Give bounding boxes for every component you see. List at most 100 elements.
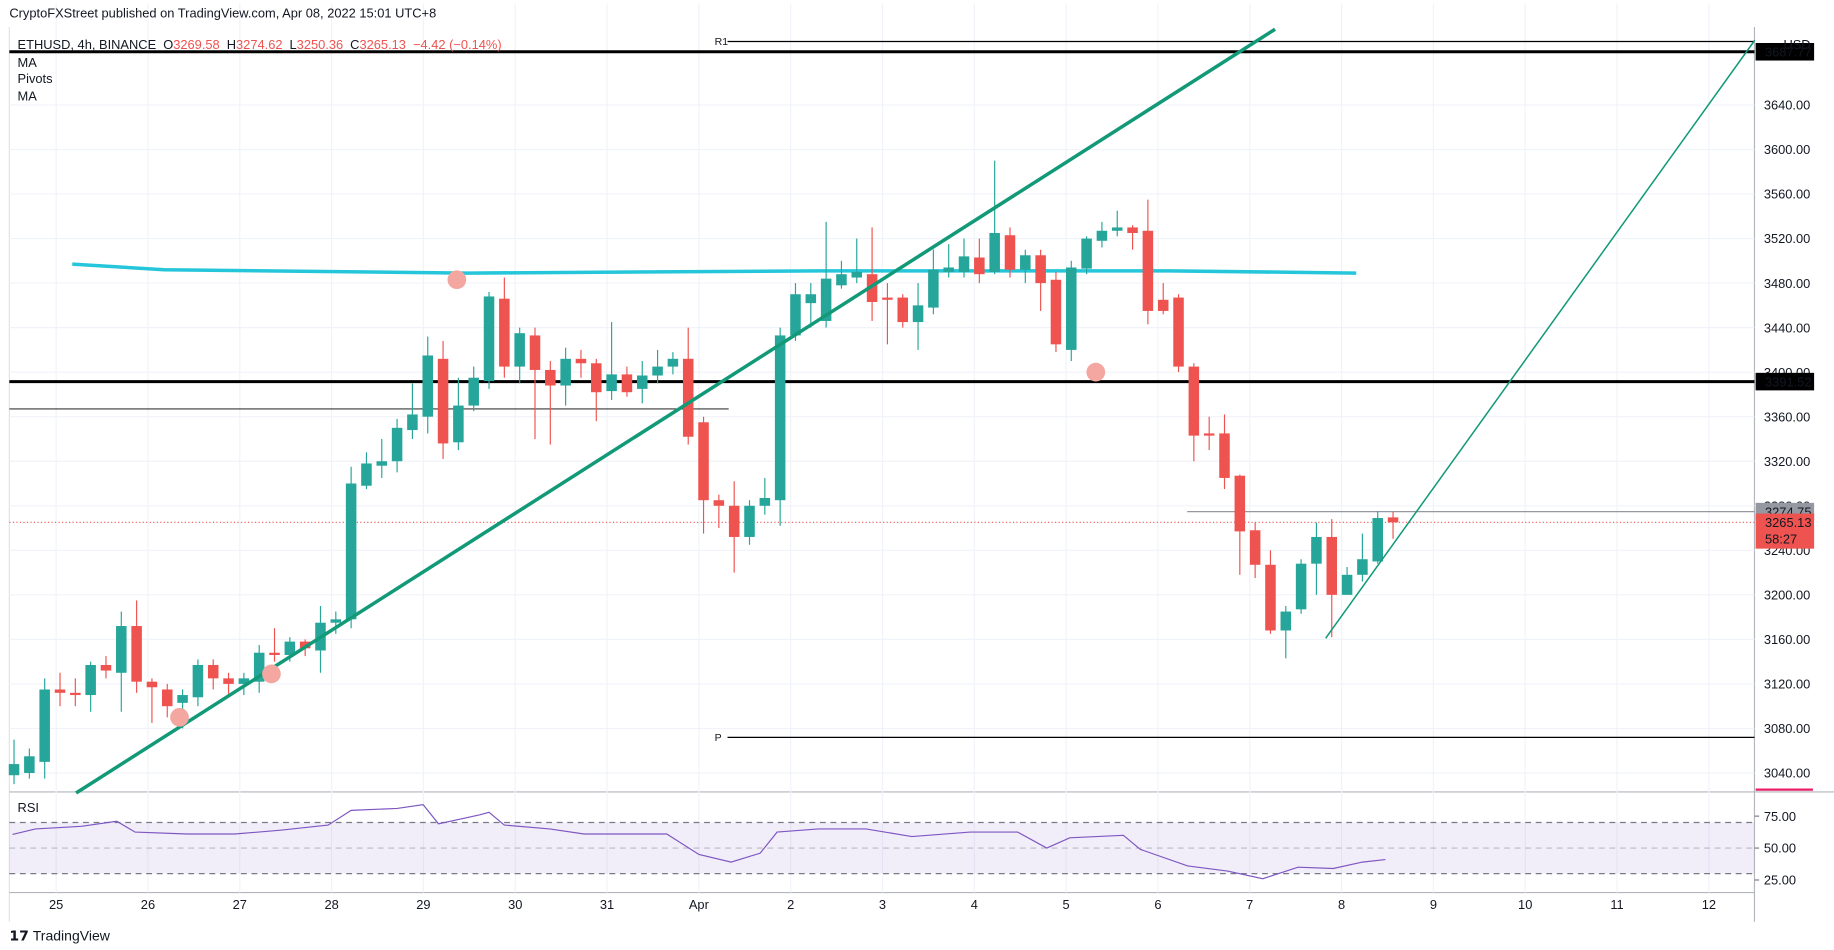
x-tick-label: 11 bbox=[1610, 897, 1623, 912]
candle-body bbox=[1035, 255, 1046, 284]
candle-body bbox=[1219, 433, 1230, 478]
candle-body bbox=[943, 267, 954, 272]
moving-average bbox=[72, 262, 1357, 275]
candle-body bbox=[330, 619, 342, 623]
candle-body bbox=[698, 422, 709, 501]
y-tick-label: 3520.00 bbox=[1764, 231, 1810, 246]
x-tick-label: 3 bbox=[879, 897, 886, 912]
candle-body bbox=[636, 375, 648, 389]
footer: TradingView bbox=[33, 928, 111, 944]
candle-body bbox=[1142, 230, 1154, 311]
candle-body bbox=[514, 333, 525, 367]
candle-body bbox=[1357, 559, 1368, 575]
candle-body bbox=[269, 652, 280, 655]
x-tick-label: 4 bbox=[971, 897, 978, 912]
x-tick-label: Apr bbox=[689, 897, 710, 912]
x-tick-label: 10 bbox=[1518, 897, 1532, 912]
x-tick-label: 27 bbox=[233, 897, 247, 912]
plot: 3040.003080.003120.003160.003200.003240.… bbox=[8, 3, 1815, 912]
candle-body bbox=[1311, 536, 1322, 564]
logo: 𝟭𝟳 TradingView bbox=[9, 928, 110, 944]
candle-body bbox=[100, 664, 112, 671]
candle-body bbox=[682, 358, 694, 437]
candle-body bbox=[866, 274, 878, 303]
price-label-box bbox=[1755, 42, 1815, 61]
x-tick-label: 29 bbox=[416, 897, 430, 912]
candle-body bbox=[958, 256, 970, 272]
candle-body bbox=[667, 358, 679, 367]
candle-body bbox=[468, 377, 479, 406]
candle-body bbox=[85, 664, 96, 696]
y-tick-label: 3200.00 bbox=[1764, 588, 1810, 603]
candle-body bbox=[575, 358, 587, 364]
y-tick-label: 3040.00 bbox=[1764, 766, 1810, 781]
candle-body bbox=[591, 363, 602, 393]
candle-body bbox=[284, 641, 296, 655]
x-tick-label: 30 bbox=[508, 897, 522, 912]
candle-body bbox=[376, 461, 388, 466]
marker bbox=[447, 270, 467, 290]
indicator-label: MA bbox=[18, 89, 38, 104]
rsi-label: RSI bbox=[18, 800, 39, 815]
indicator-label: Pivots bbox=[18, 71, 53, 86]
candle-body bbox=[361, 463, 372, 486]
rsi-tick-label: 50.00 bbox=[1764, 841, 1796, 856]
candle-body bbox=[1280, 611, 1292, 631]
candle-body bbox=[238, 678, 250, 684]
candle-body bbox=[805, 294, 817, 304]
candle-body bbox=[1081, 238, 1092, 269]
candle-body bbox=[453, 405, 464, 443]
candle-body bbox=[39, 689, 50, 762]
candle-body bbox=[499, 298, 510, 367]
candle-body bbox=[1050, 279, 1062, 345]
ohlc-label: H bbox=[227, 37, 236, 52]
y-tick-label: 3640.00 bbox=[1764, 98, 1810, 113]
ohlc-value: 3274.62 bbox=[236, 37, 282, 52]
candle-body bbox=[1326, 536, 1338, 595]
candle-body bbox=[437, 358, 449, 444]
candle-body bbox=[407, 414, 418, 431]
ohlc-label: L bbox=[290, 37, 297, 52]
candle-body bbox=[8, 764, 20, 776]
change: −4.42 (−0.14%) bbox=[413, 37, 502, 52]
candle-body bbox=[713, 500, 725, 506]
candle-body bbox=[529, 335, 541, 370]
ohlc-label: O bbox=[163, 37, 173, 52]
pivot-label: P bbox=[715, 732, 722, 744]
candle-body bbox=[652, 366, 663, 376]
candle-body bbox=[253, 652, 265, 682]
candle-body bbox=[728, 505, 740, 537]
currency: USD bbox=[1783, 37, 1810, 52]
trendline bbox=[1325, 39, 1756, 639]
y-tick-label: 3360.00 bbox=[1764, 409, 1810, 424]
candle-body bbox=[116, 626, 127, 673]
x-tick-label: 6 bbox=[1154, 897, 1161, 912]
candle-body bbox=[560, 358, 571, 386]
x-tick-label: 8 bbox=[1338, 897, 1345, 912]
y-tick-label: 3320.00 bbox=[1764, 454, 1810, 469]
candle-body bbox=[974, 257, 985, 275]
y-tick-label: 3440.00 bbox=[1764, 320, 1810, 335]
candle-body bbox=[223, 678, 234, 684]
legend-ohlc: ETHUSD, 4h, BINANCE O3269.58 H3274.62 L3250… bbox=[18, 37, 502, 52]
candle-body bbox=[928, 269, 939, 308]
candle-body bbox=[161, 689, 173, 707]
candle-body bbox=[1111, 227, 1123, 231]
candle-body bbox=[1341, 574, 1353, 595]
ohlc-value: 3269.58 bbox=[173, 37, 219, 52]
candle-body bbox=[606, 374, 617, 392]
candle-body bbox=[1066, 267, 1077, 350]
publisher: CryptoFXStreet published on TradingView.… bbox=[9, 6, 436, 21]
candle-body bbox=[1173, 297, 1184, 367]
candle-body bbox=[1265, 564, 1276, 631]
candle-body bbox=[882, 297, 893, 300]
candle-body bbox=[912, 305, 924, 323]
candle-body bbox=[1295, 563, 1307, 610]
background bbox=[0, 3, 1834, 947]
x-tick-label: 26 bbox=[141, 897, 155, 912]
price-label: 3265.13 bbox=[1765, 515, 1811, 530]
pivot-label: R1 bbox=[715, 36, 729, 48]
candle-body bbox=[192, 664, 204, 698]
x-tick-label: 12 bbox=[1702, 897, 1716, 912]
ohlc-label: C bbox=[350, 37, 359, 52]
